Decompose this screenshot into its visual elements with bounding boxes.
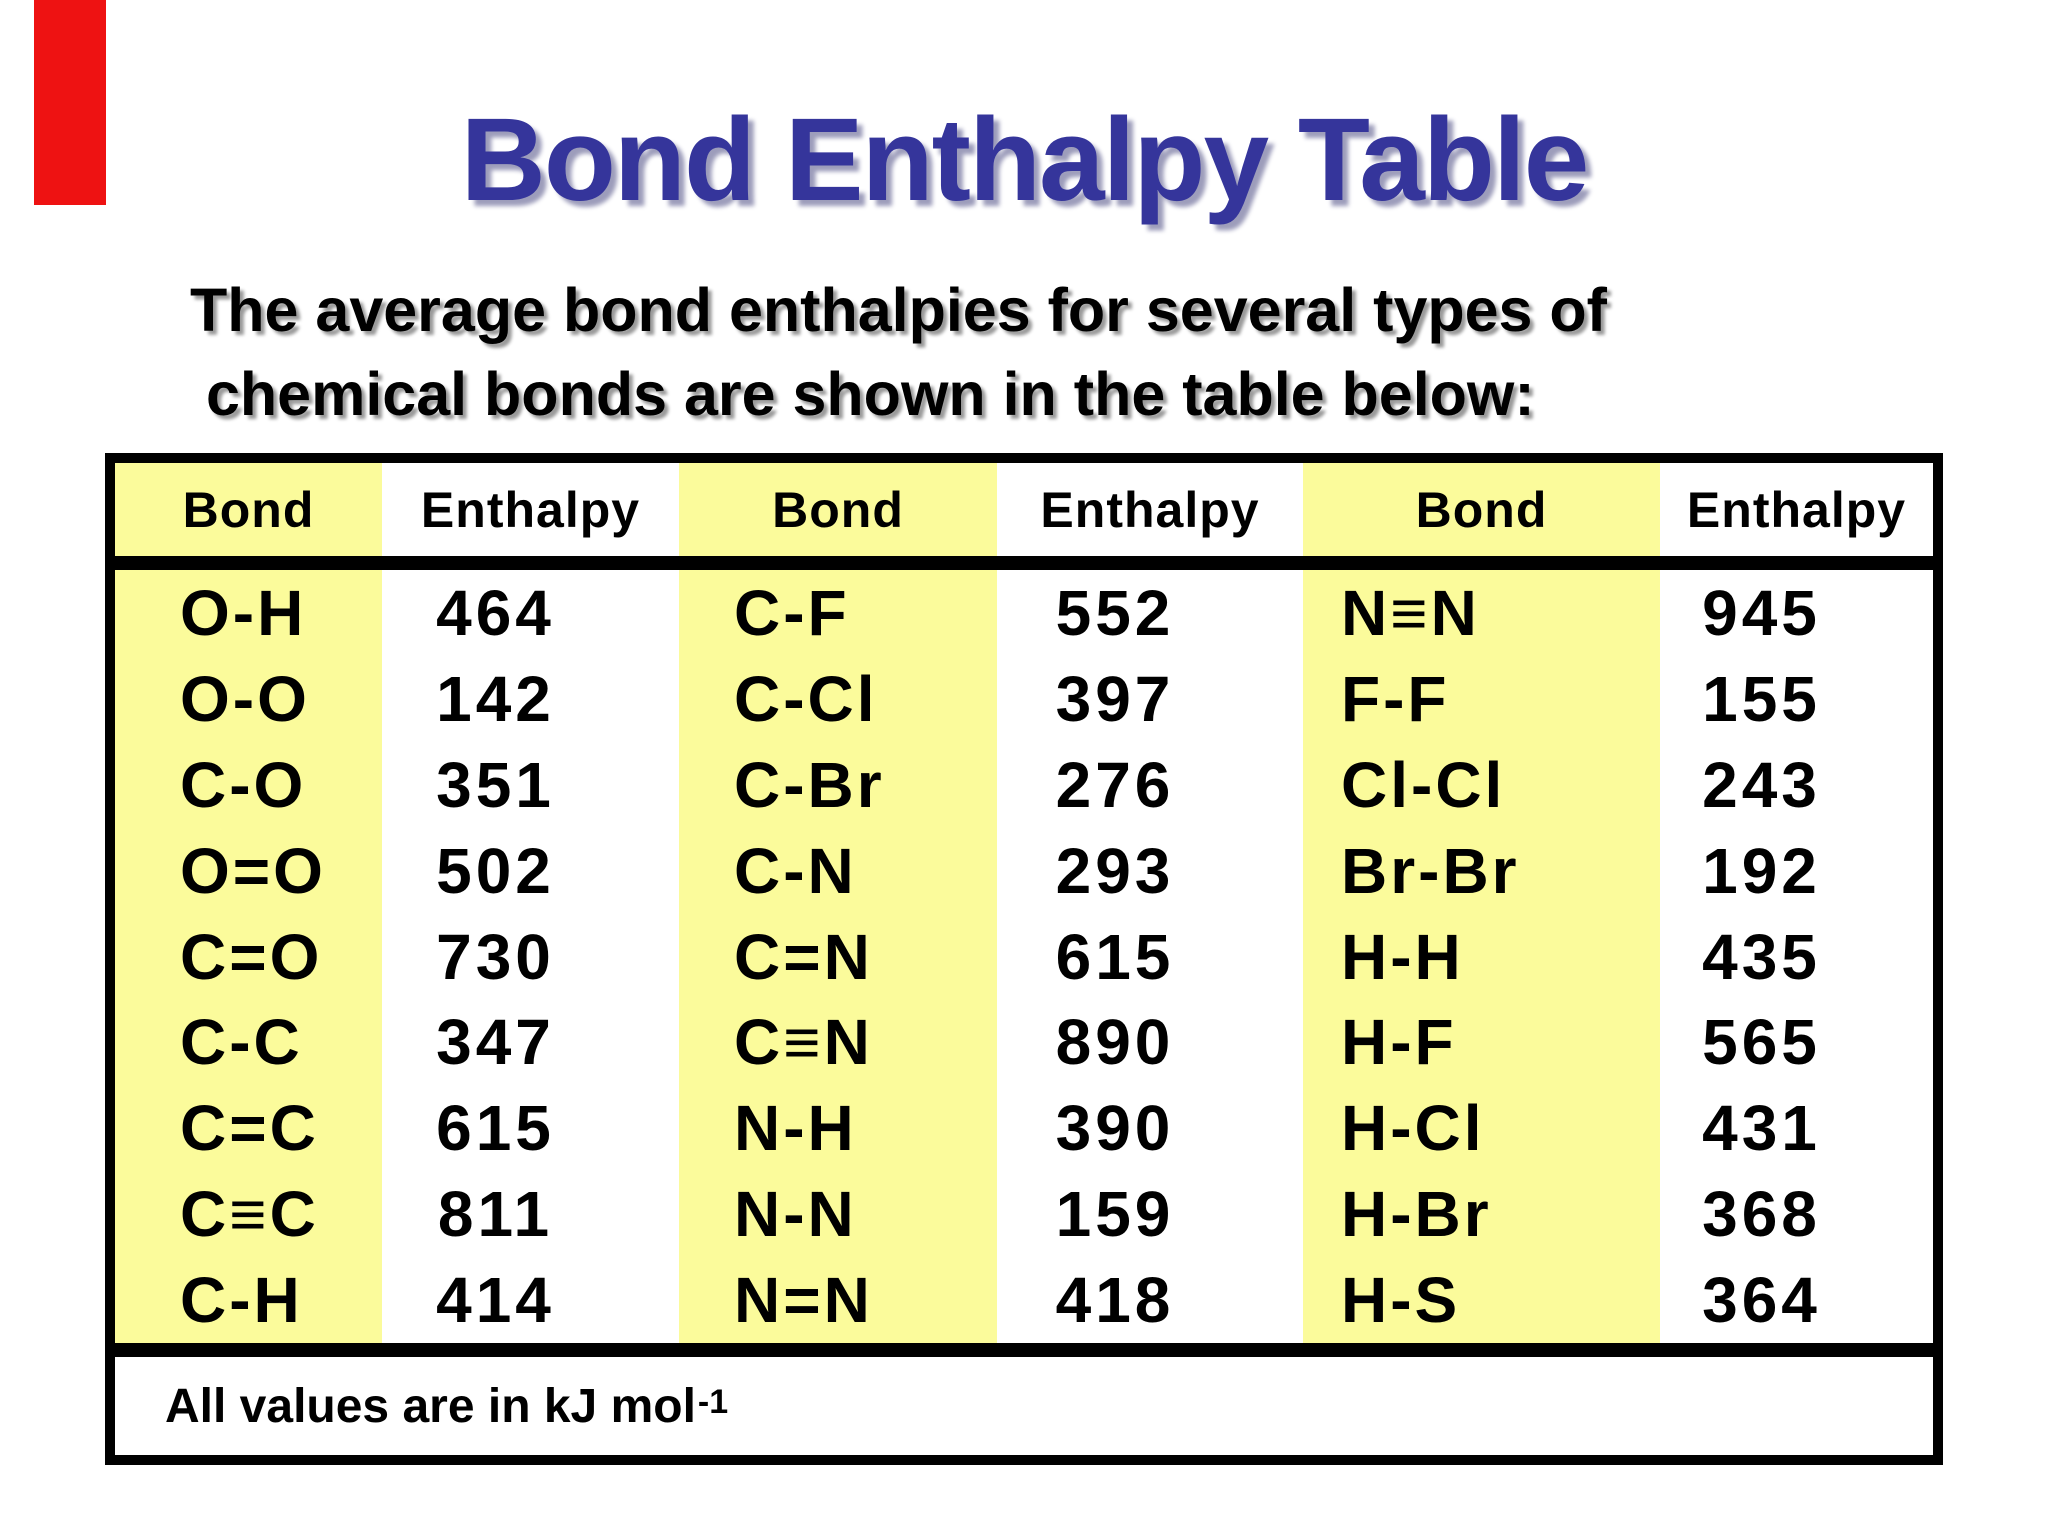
table-row: C≡C 811 N-N 159 H-Br 368 (115, 1171, 1933, 1258)
enthalpy-value-cell: 276 (997, 741, 1303, 828)
enthalpy-value-cell: 565 (1660, 999, 1933, 1086)
enthalpy-value-cell: 418 (997, 1257, 1303, 1344)
page-title: Bond Enthalpy Table (460, 94, 1590, 226)
bond-cell: H-S (1303, 1257, 1660, 1344)
bond-cell: F-F (1303, 655, 1660, 742)
enthalpy-value-cell: 615 (997, 913, 1303, 1000)
bond-cell: O=O (115, 827, 382, 914)
bond-cell: C-Cl (679, 655, 997, 742)
column-header-bond-1: Bond (115, 463, 382, 556)
bond-enthalpy-table: Bond Enthalpy Bond Enthalpy Bond Enthalp… (105, 453, 1943, 1465)
column-header-enthalpy-2: Enthalpy (997, 463, 1303, 556)
bond-cell: H-H (1303, 913, 1660, 1000)
table-row: O-O 142 C-Cl 397 F-F 155 (115, 655, 1933, 742)
subtitle: The average bond enthalpies for several … (190, 268, 1607, 436)
bond-cell: N-N (679, 1171, 997, 1258)
table-header-row: Bond Enthalpy Bond Enthalpy Bond Enthalp… (115, 463, 1933, 570)
table-body: O-H 464 C-F 552 N≡N 945 O-O 142 C-Cl 397 F-F 155 C-O… (115, 570, 1933, 1357)
red-accent-bar (34, 0, 106, 205)
enthalpy-value-cell: 414 (382, 1257, 679, 1344)
column-header-bond-3: Bond (1303, 463, 1660, 556)
enthalpy-value-cell: 155 (1660, 655, 1933, 742)
table-row: C-H 414 N=N 418 H-S 364 (115, 1257, 1933, 1344)
table-row: C-O 351 C-Br 276 Cl-Cl 243 (115, 741, 1933, 828)
bond-cell: Cl-Cl (1303, 741, 1660, 828)
enthalpy-value-cell: 368 (1660, 1171, 1933, 1258)
enthalpy-value-cell: 502 (382, 827, 679, 914)
bond-cell: C-H (115, 1257, 382, 1344)
enthalpy-value-cell: 435 (1660, 913, 1933, 1000)
enthalpy-value-cell: 945 (1660, 570, 1933, 656)
enthalpy-value-cell: 552 (997, 570, 1303, 656)
footnote-superscript: -1 (697, 1382, 729, 1421)
table-row: O-H 464 C-F 552 N≡N 945 (115, 570, 1933, 656)
table-row: C-C 347 C≡N 890 H-F 565 (115, 999, 1933, 1086)
bond-cell: C=O (115, 913, 382, 1000)
bond-cell: C≡N (679, 999, 997, 1086)
bond-cell: O-H (115, 570, 382, 656)
bond-cell: C-O (115, 741, 382, 828)
enthalpy-value-cell: 431 (1660, 1085, 1933, 1172)
enthalpy-value-cell: 243 (1660, 741, 1933, 828)
footnote-text: All values are in kJ mol (165, 1379, 696, 1433)
bond-cell: H-Cl (1303, 1085, 1660, 1172)
bond-cell: N=N (679, 1257, 997, 1344)
enthalpy-value-cell: 397 (997, 655, 1303, 742)
enthalpy-value-cell: 142 (382, 655, 679, 742)
enthalpy-value-cell: 615 (382, 1085, 679, 1172)
table-footnote-row: All values are in kJ mol -1 (115, 1357, 1933, 1455)
enthalpy-value-cell: 192 (1660, 827, 1933, 914)
enthalpy-value-cell: 890 (997, 999, 1303, 1086)
bond-cell: N-H (679, 1085, 997, 1172)
enthalpy-value-cell: 293 (997, 827, 1303, 914)
enthalpy-value-cell: 730 (382, 913, 679, 1000)
column-header-bond-2: Bond (679, 463, 997, 556)
bond-cell: C-Br (679, 741, 997, 828)
bond-cell: Br-Br (1303, 827, 1660, 914)
bond-cell: C=C (115, 1085, 382, 1172)
bond-cell: C-C (115, 999, 382, 1086)
table-row: O=O 502 C-N 293 Br-Br 192 (115, 827, 1933, 914)
subtitle-line-2: chemical bonds are shown in the table be… (206, 360, 1535, 428)
bond-cell: N≡N (1303, 570, 1660, 656)
column-header-enthalpy-1: Enthalpy (382, 463, 679, 556)
bond-cell: C-F (679, 570, 997, 656)
enthalpy-value-cell: 347 (382, 999, 679, 1086)
enthalpy-value-cell: 464 (382, 570, 679, 656)
bond-cell: H-F (1303, 999, 1660, 1086)
enthalpy-value-cell: 811 (382, 1171, 679, 1258)
bond-cell: C-N (679, 827, 997, 914)
enthalpy-value-cell: 159 (997, 1171, 1303, 1258)
table-row: C=O 730 C=N 615 H-H 435 (115, 913, 1933, 1000)
enthalpy-value-cell: 390 (997, 1085, 1303, 1172)
subtitle-line-1: The average bond enthalpies for several … (190, 276, 1607, 344)
column-header-enthalpy-3: Enthalpy (1660, 463, 1933, 556)
enthalpy-value-cell: 364 (1660, 1257, 1933, 1344)
table-row: C=C 615 N-H 390 H-Cl 431 (115, 1085, 1933, 1172)
bond-cell: C≡C (115, 1171, 382, 1258)
bond-cell: C=N (679, 913, 997, 1000)
enthalpy-value-cell: 351 (382, 741, 679, 828)
bond-cell: H-Br (1303, 1171, 1660, 1258)
bond-cell: O-O (115, 655, 382, 742)
